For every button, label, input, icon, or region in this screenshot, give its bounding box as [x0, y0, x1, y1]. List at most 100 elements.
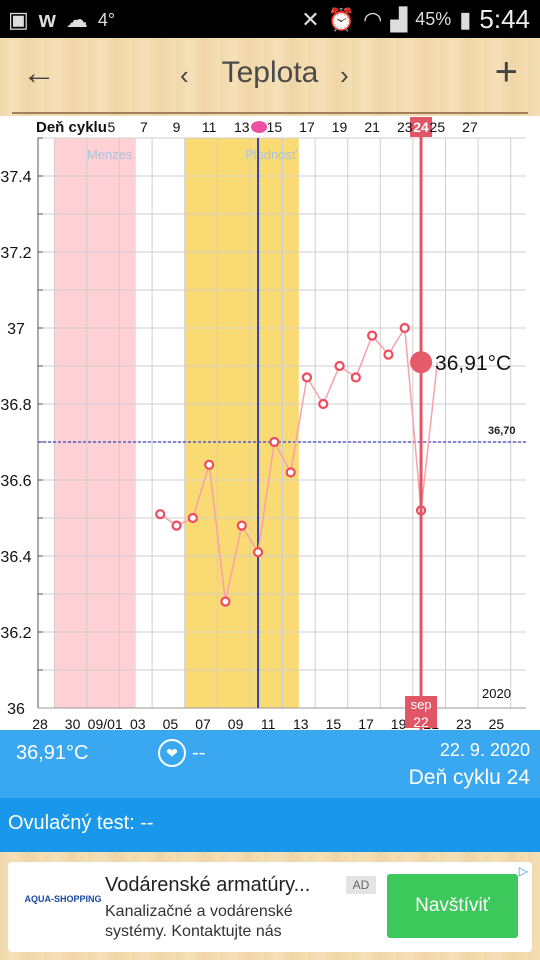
temperature-point[interactable] [236, 520, 247, 531]
selected-date: 22. 9. 2020 [439, 740, 530, 760]
date-tick-label: 23 [456, 716, 472, 730]
temperature-point[interactable] [399, 322, 410, 334]
y-tick-label: 37.4 [0, 169, 31, 186]
image-icon: ▣ [8, 7, 29, 32]
cycle-day-tick: 15 [267, 119, 283, 135]
temperature-point[interactable] [269, 436, 280, 448]
info-bar: 36,91°C ❤ -- 22. 9. 2020 Deň cyklu 24 [0, 730, 540, 798]
cycle-day-tick: 21 [364, 119, 380, 135]
date-tick-label: 25 [489, 716, 505, 730]
temperature-point[interactable] [171, 520, 182, 531]
status-temperature: 4° [97, 9, 116, 30]
temperature-point[interactable] [187, 512, 198, 524]
previous-chevron-icon[interactable]: ‹ [180, 60, 189, 90]
current-cycle-day-badge [410, 117, 433, 137]
date-tick-label: 28 [32, 716, 48, 730]
y-tick-label: 37.2 [0, 245, 31, 262]
cycle-day-label: Deň cyklu [36, 119, 107, 136]
ad-logo: AQUA-SHOPPING [22, 894, 104, 904]
fertile-label: Plodnosť [245, 147, 297, 162]
cycle-day-tick: 25 [430, 119, 446, 135]
cycle-day-tick: 19 [332, 119, 348, 135]
cycle-day-tick: 11 [202, 119, 217, 135]
mute-icon: ✕ [301, 6, 320, 32]
chart-grid [38, 137, 526, 708]
temperature-point[interactable] [367, 330, 378, 341]
cycle-day-ticks: 5 7 9 11 13 15 17 19 21 23 24 25 27 [107, 119, 477, 135]
date-tick-label: 09 [228, 716, 244, 730]
ad-visit-button[interactable]: Navštíviť [387, 874, 518, 938]
ovulation-test-label: Ovulačný test: -- [8, 812, 154, 834]
status-right: ✕ ⏰ ◠ ▟ 45% ▮ 5:44 [301, 4, 530, 35]
y-tick-label: 36 [7, 701, 25, 718]
date-tick-label: 09/01 [88, 716, 123, 730]
cycle-day-tick: 5 [107, 119, 115, 135]
y-tick-label: 36.2 [0, 625, 31, 642]
ad-choices-icon[interactable]: ▷ [518, 864, 528, 878]
intercourse-value[interactable]: -- [192, 742, 206, 764]
menses-band [54, 138, 136, 708]
signal-icon: ▟ [390, 6, 408, 32]
cycle-day-tick: 13 [234, 119, 250, 135]
ad-description: Kanalizačné a vodárenské systémy. Kontak… [105, 903, 293, 940]
add-icon[interactable]: + [494, 50, 518, 94]
app-bar-divider [12, 112, 528, 114]
temperature-value[interactable]: 36,91°C [16, 742, 89, 764]
temperature-point[interactable] [318, 398, 329, 410]
status-bar: ▣ w ☁ 4° ✕ ⏰ ◠ ▟ 45% ▮ 5:44 [0, 0, 540, 38]
cycle-day-tick: 23 [397, 119, 413, 135]
temperature-point[interactable] [252, 547, 264, 558]
current-day-marker [410, 351, 433, 374]
temperature-point[interactable] [204, 459, 215, 470]
cycle-day-tick: 17 [299, 119, 315, 135]
fertile-band [184, 138, 299, 708]
temperature-point[interactable] [334, 360, 345, 372]
y-tick-label: 36.6 [0, 473, 31, 490]
date-tick-label: 17 [358, 716, 374, 730]
cycle-day-tick: 7 [140, 119, 148, 135]
month-label: sep [411, 697, 432, 712]
page-title: Teplota [221, 56, 319, 89]
ad-logo-text: AQUA-SHOPPING [24, 894, 102, 904]
date-tick-label: 05 [163, 716, 179, 730]
back-arrow-icon[interactable]: ← [22, 54, 56, 92]
date-tick-label: 11 [261, 716, 276, 730]
cycle-day-tick: 24 [413, 119, 429, 135]
weather-icon: ☁ [65, 7, 88, 32]
heart-icon[interactable]: ❤ [158, 739, 186, 767]
next-chevron-icon[interactable]: › [340, 60, 349, 90]
cycle-day-tick: 27 [462, 119, 478, 135]
y-tick-label: 37 [7, 321, 25, 338]
app-bar: ← ‹ Teplota › + [0, 38, 540, 116]
ad-title[interactable]: Vodárenské armatúry... [105, 874, 311, 896]
temperature-point[interactable] [301, 372, 313, 383]
current-value-label: 36,91°C [435, 352, 511, 375]
battery-icon: ▮ [459, 6, 472, 32]
date-tick-label: 13 [293, 716, 309, 730]
temperature-point[interactable] [350, 372, 361, 383]
current-date-badge [405, 696, 438, 728]
temperature-point[interactable] [285, 467, 296, 478]
temperature-point[interactable] [383, 349, 394, 360]
temperature-chart[interactable]: Menzes Plodnosť 36,70 36,91°C Deň cyklu … [0, 116, 540, 730]
date-tick-label: 07 [195, 716, 211, 730]
date-tick-label: 19 [391, 716, 407, 730]
y-tick-label: 36.4 [0, 549, 31, 566]
temperature-point[interactable] [220, 596, 231, 607]
year-label: 2020 [482, 686, 511, 701]
temperature-point[interactable] [155, 509, 166, 520]
cycle-day-info: Deň cyklu 24 [408, 766, 530, 789]
temperature-line [159, 325, 439, 602]
date-tick-label: 03 [130, 716, 146, 730]
ovulation-icon [251, 121, 268, 133]
menses-label: Menzes [87, 147, 133, 162]
w-app-icon: w [38, 7, 56, 32]
ovulation-test-bar[interactable]: Ovulačný test: -- [0, 798, 540, 852]
y-tick-label: 36.8 [0, 397, 31, 414]
ad-card[interactable]: AQUA-SHOPPING Vodárenské armatúry... AD … [8, 862, 532, 952]
wifi-icon: ◠ [363, 6, 383, 32]
status-time: 5:44 [479, 4, 530, 34]
battery-percent: 45% [415, 9, 452, 29]
current-date-label: 22 [413, 714, 429, 730]
